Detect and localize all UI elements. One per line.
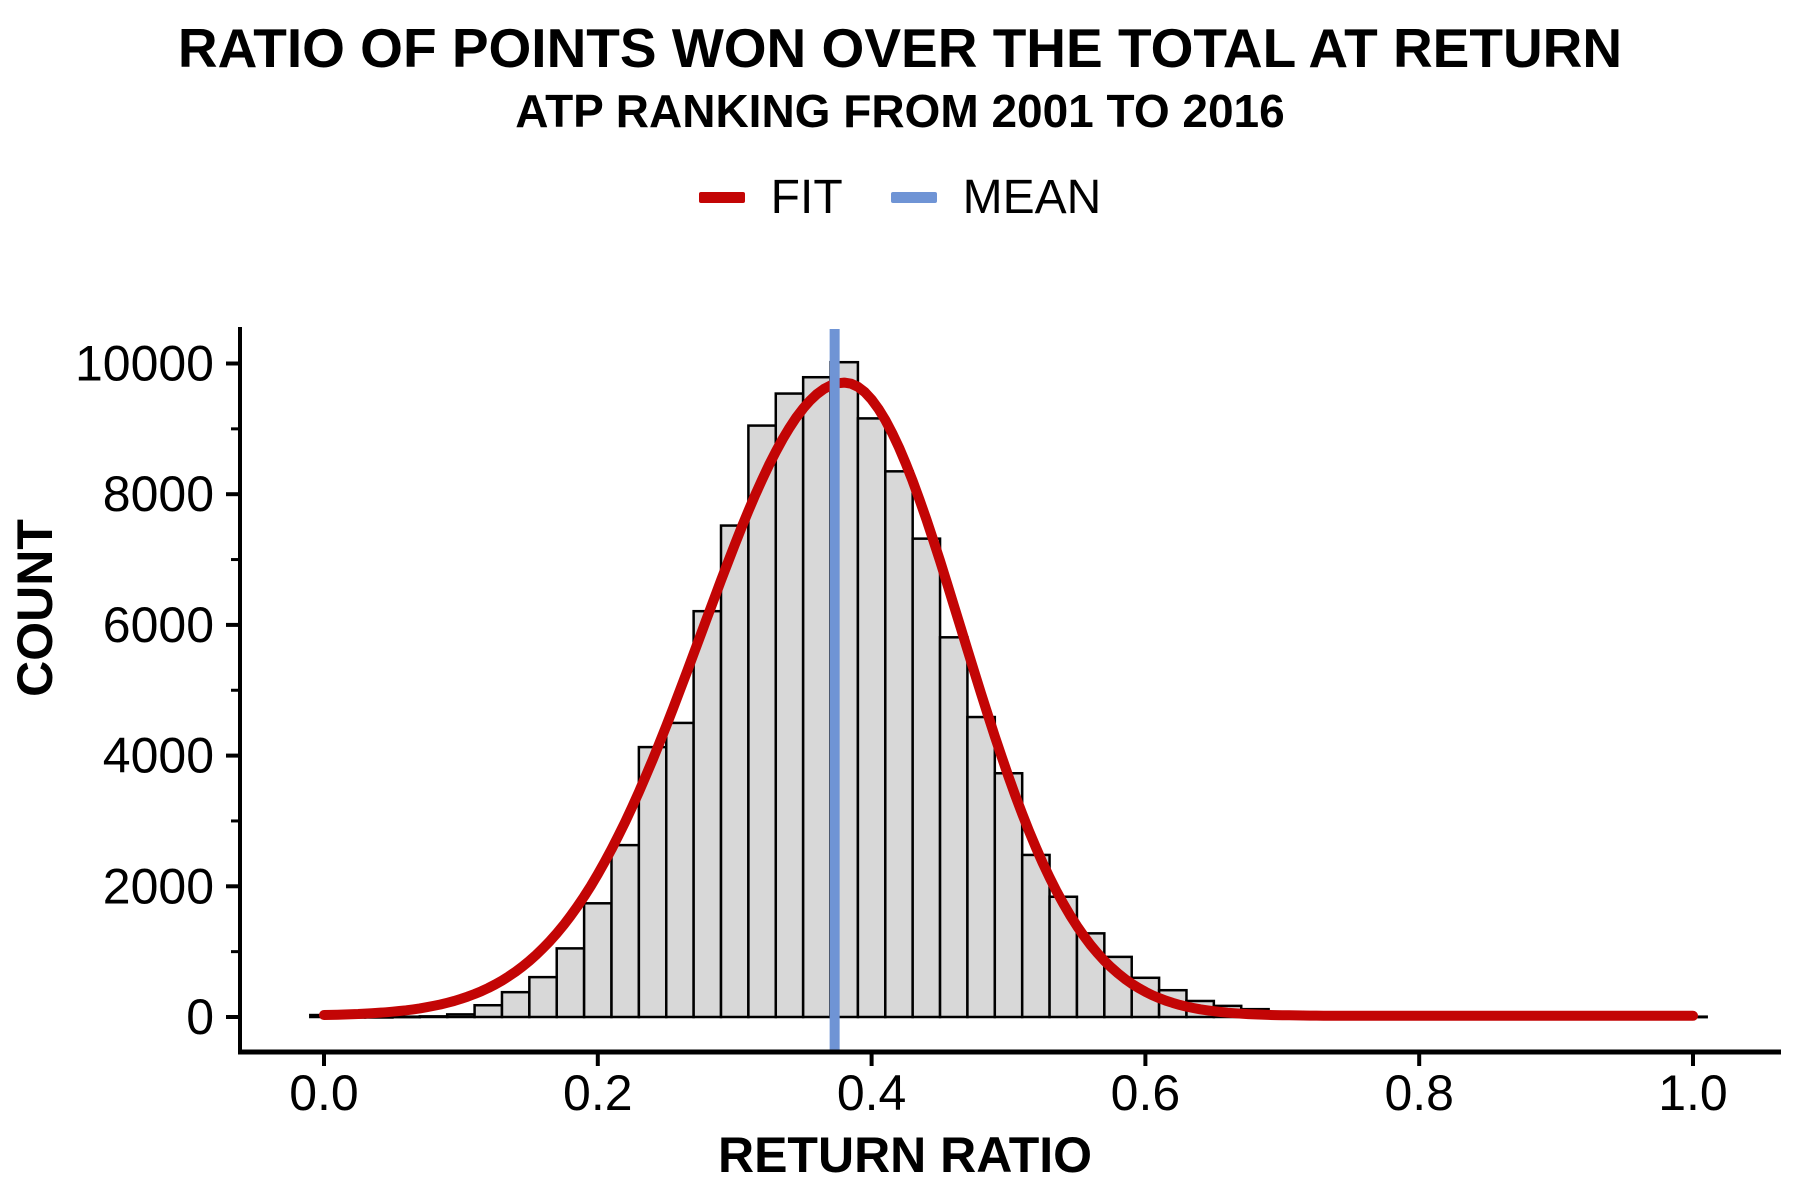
x-tick-label: 0.8 (1384, 1065, 1454, 1121)
legend: FIT MEAN (0, 170, 1800, 225)
histogram-bar (445, 1013, 476, 1019)
histogram-bar (500, 990, 531, 1019)
legend-label-fit: FIT (770, 171, 843, 224)
x-tick-label: 0.2 (563, 1065, 633, 1121)
legend-label-mean: MEAN (962, 171, 1102, 224)
histogram-bar (418, 1015, 449, 1019)
histogram-bar (555, 947, 586, 1019)
histogram-bar (938, 636, 969, 1019)
mean-line-swatch (890, 192, 937, 203)
fit-line-swatch (698, 192, 745, 203)
histogram-bar (801, 375, 832, 1019)
x-tick-label: 1.0 (1658, 1065, 1728, 1121)
histogram-bar (528, 975, 558, 1019)
histogram-bar (884, 470, 914, 1019)
x-tick-label: 0.4 (837, 1065, 907, 1121)
x-tick-label: 0.6 (1111, 1065, 1181, 1121)
histogram-bar (719, 524, 750, 1019)
chart-title: RATIO OF POINTS WON OVER THE TOTAL AT RE… (177, 17, 1623, 79)
histogram-bar (582, 902, 613, 1019)
histogram-bar (610, 843, 641, 1019)
legend-item-mean: MEAN (890, 170, 1102, 225)
histogram-bar (911, 537, 942, 1019)
histogram-bar (692, 609, 723, 1019)
x-axis-title: RETURN RATIO (718, 1127, 1092, 1183)
x-tick-label: 0.0 (289, 1065, 359, 1121)
histogram-bar (856, 417, 887, 1019)
histogram-bar (774, 392, 805, 1019)
y-axis-title: COUNT (7, 519, 63, 697)
histogram-bar (747, 424, 778, 1019)
y-tick-label: 8000 (103, 466, 214, 522)
histogram-bar (1020, 853, 1051, 1019)
y-tick-label: 2000 (103, 858, 214, 914)
y-tick-label: 6000 (103, 597, 214, 653)
y-tick-label: 4000 (103, 728, 214, 784)
chart-subtitle: ATP RANKING FROM 2001 TO 2016 (515, 85, 1285, 137)
histogram-bar (966, 715, 997, 1019)
histogram-bar (473, 1003, 504, 1019)
legend-item-fit: FIT (698, 170, 843, 225)
histogram-bar (665, 721, 695, 1019)
y-tick-label: 0 (186, 989, 214, 1045)
histogram-bar (391, 1015, 422, 1019)
y-tick-label: 10000 (75, 336, 214, 392)
fit-curve-line (319, 377, 1698, 1021)
